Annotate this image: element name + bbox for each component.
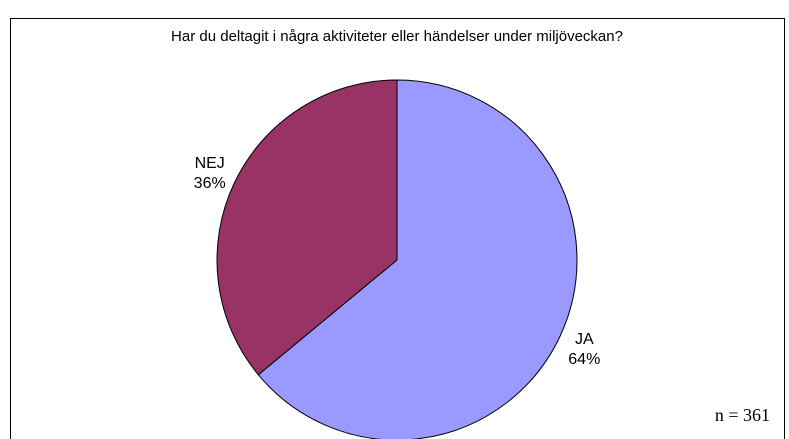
- annotation: n = 361: [715, 405, 770, 425]
- pie-slice: [257, 79, 578, 439]
- slice-label: JA: [575, 331, 594, 348]
- slice-value-label: 64%: [568, 351, 600, 368]
- slice-label: NEJ: [195, 155, 225, 172]
- slice-value-label: 36%: [194, 175, 226, 192]
- pie-slice: [216, 79, 398, 376]
- chart-title: Har du deltagit i några aktiviteter elle…: [171, 28, 623, 45]
